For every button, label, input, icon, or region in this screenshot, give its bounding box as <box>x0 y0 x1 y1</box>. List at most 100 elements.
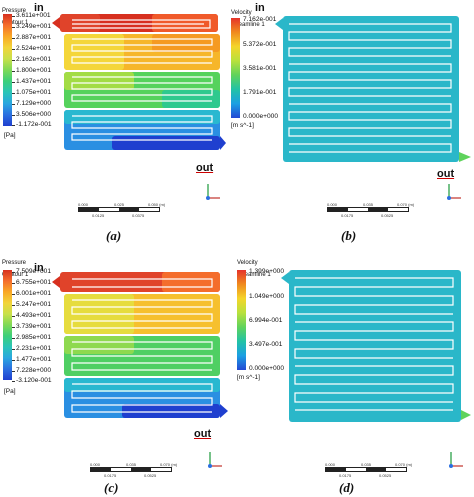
scale-label: 0.050 (m) <box>148 202 166 207</box>
streamlines <box>288 23 452 153</box>
scale-label: 0.035 <box>126 462 137 467</box>
legend-tick: 3.611e+001 <box>12 12 51 19</box>
inlet-label: in <box>34 262 44 274</box>
inlet-arrow-icon <box>52 276 60 288</box>
channel-band <box>64 110 220 124</box>
legend-tick: 6.755e+001 <box>11 279 52 286</box>
serpentine-walls <box>71 19 213 141</box>
legend-color-bar <box>231 18 240 118</box>
channel-band <box>64 378 220 392</box>
panel-c: Pressure Contour 1 7.509e+001 6.755e+001… <box>0 248 237 497</box>
legend-tick: 3.739e+001 <box>11 323 52 330</box>
legend-tick: 0.000e+000 <box>249 365 285 372</box>
legend-tick: 2.985e+001 <box>11 334 52 341</box>
channel-band <box>64 72 134 90</box>
channel-band <box>122 404 220 418</box>
legend-color-bar <box>3 270 12 380</box>
scale-label: 0.000 <box>327 202 338 207</box>
legend-tick: -3.120e-001 <box>12 377 52 384</box>
inlet-arrow-icon <box>52 17 60 29</box>
outlet-arrow-icon <box>220 136 226 150</box>
legend-tick: 7.129e+000 <box>11 100 52 107</box>
legend-title: Velocity Streamline 1 <box>237 254 271 278</box>
scale-label: 0.000 <box>325 462 336 467</box>
legend-tick: -1.172e-001 <box>12 121 52 128</box>
streamlines <box>294 277 454 411</box>
legend-title-line2: Streamline 1 <box>231 22 265 28</box>
legend-title: Pressure Contour 1 <box>2 254 28 278</box>
legend-tick: 2.524e+001 <box>11 45 52 52</box>
scale-label: 0.0525 <box>144 473 157 478</box>
axis-triad-icon <box>449 452 463 468</box>
legend-units: [Pa] <box>4 388 16 395</box>
legend-tick: 0.000e+000 <box>243 113 279 120</box>
scale-label: 0.070 (m) <box>397 202 415 207</box>
channel-band <box>152 34 220 52</box>
legend-tick: 1.075e+001 <box>11 89 52 96</box>
legend-title-line2: Streamline 1 <box>237 272 271 278</box>
scale-bar: 0.000 0.035 0.070 (m) 0.0175 0.0525 <box>325 462 415 482</box>
scale-bar: 0.000 0.025 0.050 (m) 0.0125 0.0375 <box>78 202 168 222</box>
channel-band <box>64 336 134 354</box>
legend-tick: 3.506e+000 <box>11 111 52 118</box>
legend-tick: 7.162e-001 <box>243 16 277 23</box>
panel-d: Velocity Streamline 1 1.399e+000 1.049e+… <box>237 248 474 497</box>
legend-title-line2: Contour 1 <box>2 272 29 278</box>
legend-tick: 1.049e+000 <box>249 293 285 300</box>
legend-tick: 7.509e+001 <box>11 268 52 275</box>
scale-label: 0.0525 <box>381 213 394 218</box>
legend-tick: 6.994e-001 <box>249 317 283 324</box>
legend-tick: 5.247e+001 <box>11 301 52 308</box>
legend-color-bar <box>237 270 246 370</box>
scale-bar: 0.000 0.035 0.070 (m) 0.0175 0.0525 <box>90 462 180 482</box>
scale-label: 0.000 <box>78 202 89 207</box>
legend-tick: 1.791e-001 <box>243 89 277 96</box>
channel-band <box>162 90 220 108</box>
velocity-streamline-plate <box>275 16 471 162</box>
inlet-arrow-icon <box>275 18 283 30</box>
scale-label: 0.0175 <box>104 473 117 478</box>
channel-band <box>283 16 459 162</box>
legend-tick: 1.437e+001 <box>11 78 52 85</box>
legend-title-line1: Pressure <box>2 260 27 266</box>
scale-label: 0.035 <box>361 462 372 467</box>
axis-triad-icon <box>447 184 461 200</box>
legend-color-bar <box>3 14 12 126</box>
legend-tick: 3.581e-001 <box>243 65 277 72</box>
legend-tick: 2.231e+001 <box>11 345 52 352</box>
legend-tick: 1.399e+000 <box>249 268 285 275</box>
channel-band <box>64 34 124 70</box>
panel-a: Pressure Contour 1 3.611e+001 3.249e+001… <box>0 0 237 248</box>
legend-title: Velocity Streamline 1 <box>231 4 265 28</box>
legend-tick: 5.372e-001 <box>243 41 277 48</box>
inlet-label: in <box>34 2 44 14</box>
scale-bar: 0.000 0.035 0.070 (m) 0.0175 0.0525 <box>327 202 417 222</box>
figure-caption: (a) <box>106 228 122 243</box>
legend-title-line1: Velocity <box>237 260 258 266</box>
axis-triad-icon <box>206 184 220 200</box>
outlet-arrow-icon <box>220 404 228 418</box>
legend-tick: 1.800e+001 <box>11 67 52 74</box>
legend-tick: 1.477e+001 <box>11 356 52 363</box>
scale-label: 0.0175 <box>339 473 352 478</box>
outlet-label: out <box>194 428 212 440</box>
inlet-label: in <box>255 2 265 14</box>
legend-tick: 4.493e+001 <box>11 312 52 319</box>
channel-band <box>162 272 220 292</box>
legend-title-line1: Pressure <box>2 8 27 14</box>
outlet-label: out <box>437 168 455 180</box>
outlet-arrow-icon <box>459 152 471 162</box>
pressure-contour-plate <box>52 14 226 150</box>
panel-b: Velocity Streamline 1 7.162e-001 5.372e-… <box>231 0 474 248</box>
inlet-arrow-icon <box>281 272 289 284</box>
legend-tick: 3.249e+001 <box>11 23 52 30</box>
scale-label: 0.0125 <box>92 213 105 218</box>
legend-units: [m s^-1] <box>231 122 254 129</box>
scale-label: 0.000 <box>90 462 101 467</box>
outlet-arrow-icon <box>461 410 471 420</box>
axis-triad-icon <box>208 452 222 468</box>
scale-label: 0.0175 <box>341 213 354 218</box>
scale-label: 0.070 (m) <box>160 462 178 467</box>
figure-caption: (b) <box>341 228 357 243</box>
legend-tick: 6.001e+001 <box>11 290 52 297</box>
